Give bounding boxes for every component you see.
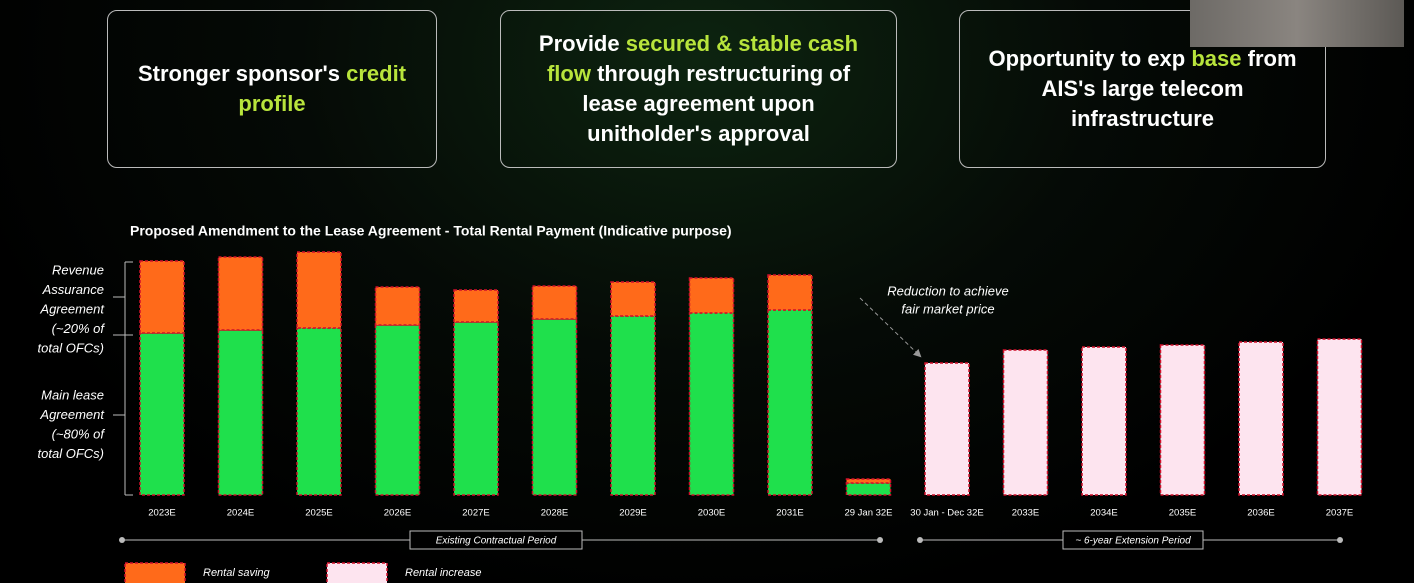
bar-segment xyxy=(374,286,421,326)
x-tick-label: 2031E xyxy=(776,508,803,519)
legend-label: Rental increase xyxy=(405,567,481,579)
bar-segment xyxy=(217,329,264,496)
bar-segment xyxy=(453,289,499,323)
x-tick-label: 2030E xyxy=(698,508,725,519)
annotation: Reduction to achieve xyxy=(887,283,1008,298)
bar-segment xyxy=(924,362,970,496)
dot xyxy=(119,537,125,543)
box: Opportunity to exp base from AIS's large… xyxy=(959,10,1326,168)
left-label: Main lease xyxy=(41,387,104,402)
box-text: Provide secured & stable cash flow throu… xyxy=(519,29,878,149)
x-tick-label: 2023E xyxy=(148,508,175,519)
bar-segment xyxy=(1002,349,1049,496)
x-tick-label: 2025E xyxy=(305,508,332,519)
x-tick-label: 2037E xyxy=(1326,508,1353,519)
period-box xyxy=(1062,530,1204,550)
x-tick-label: 2026E xyxy=(384,508,411,519)
period-label: Existing Contractual Period xyxy=(436,536,557,547)
text: from AIS's large telecom infrastructure xyxy=(1041,46,1297,131)
box-text: Stronger sponsor's credit profile xyxy=(126,59,418,119)
webcam xyxy=(1190,0,1404,47)
accent-text: credit profile xyxy=(238,61,407,116)
box-text: Opportunity to exp base from AIS's large… xyxy=(978,44,1307,134)
text: Stronger sponsor's xyxy=(137,61,340,86)
bar-segment xyxy=(610,281,656,317)
bar-segment xyxy=(217,256,264,331)
x-tick-label: 2027E xyxy=(462,508,489,519)
bar-segment xyxy=(531,318,578,496)
left-label: Assurance xyxy=(42,282,104,297)
left-label: total OFCs) xyxy=(38,340,104,355)
x-tick-label: 2035E xyxy=(1169,508,1196,519)
bar-segment xyxy=(296,327,342,496)
bar-segment xyxy=(374,324,421,496)
dot xyxy=(917,537,923,543)
bar-segment xyxy=(531,285,578,320)
bar-segment xyxy=(139,260,185,334)
bar-segment xyxy=(845,482,892,496)
period-label: ~ 6-year Extension Period xyxy=(1075,536,1191,547)
bar-segment xyxy=(767,274,813,311)
box: Provide secured & stable cash flow throu… xyxy=(500,10,897,168)
x-tick-label: 2036E xyxy=(1247,508,1274,519)
x-tick-label: 2028E xyxy=(541,508,568,519)
bar-segment xyxy=(688,312,735,496)
box: Stronger sponsor's credit profile xyxy=(107,10,437,168)
legend-swatch xyxy=(326,562,388,583)
left-label: total OFCs) xyxy=(38,446,104,461)
accent-text: base xyxy=(1191,46,1242,71)
bar-segment xyxy=(767,309,813,496)
bar-segment xyxy=(1316,338,1363,496)
left-label: (~80% of xyxy=(52,426,106,441)
left-label: (~20% of xyxy=(52,321,106,336)
bar-segment xyxy=(688,277,735,314)
bar-segment xyxy=(139,332,185,496)
x-tick-label: 29 Jan 32E xyxy=(844,508,892,519)
text: through restructuring of lease agreement… xyxy=(582,61,851,146)
bar-segment xyxy=(1238,341,1284,496)
text: Provide xyxy=(538,31,620,56)
accent-text: secured & stable cash flow xyxy=(546,31,859,86)
bar-segment xyxy=(1081,346,1127,496)
left-label: Agreement xyxy=(39,301,105,316)
dot xyxy=(877,537,883,543)
x-tick-label: 2024E xyxy=(227,508,254,519)
chart-title: Proposed Amendment to the Lease Agreemen… xyxy=(130,223,732,239)
x-tick-label: 2034E xyxy=(1090,508,1117,519)
dot xyxy=(1337,537,1343,543)
bar-segment xyxy=(453,321,499,496)
legend-label: Rental saving xyxy=(203,567,271,579)
legend-swatch xyxy=(124,562,186,583)
x-tick-label: 30 Jan - Dec 32E xyxy=(910,508,983,519)
bar-segment xyxy=(845,478,892,484)
x-tick-label: 2033E xyxy=(1012,508,1039,519)
text: Opportunity to exp xyxy=(988,46,1186,71)
annotation: fair market price xyxy=(901,301,994,316)
left-label: Revenue xyxy=(52,262,104,277)
x-tick-label: 2029E xyxy=(619,508,646,519)
bar-segment xyxy=(610,315,656,496)
period-box xyxy=(409,530,583,550)
left-label: Agreement xyxy=(39,407,105,422)
bar-segment xyxy=(296,251,342,329)
bar-segment xyxy=(1159,344,1206,496)
